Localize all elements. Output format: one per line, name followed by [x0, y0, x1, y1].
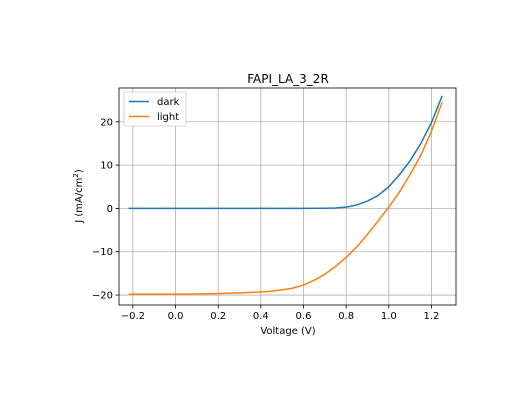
x-tick-label: 0.4: [253, 311, 269, 322]
x-tick-label: 0.0: [168, 311, 184, 322]
series-line-light: [128, 102, 443, 295]
axes-frame: [118, 87, 457, 306]
y-axis-label-superscript: 2: [72, 173, 80, 177]
legend-label-dark: dark: [157, 97, 180, 108]
x-tick-label: 1.0: [381, 311, 397, 322]
series-lines: [128, 95, 443, 295]
y-tick-label: −20: [92, 291, 113, 302]
x-tick-label: 0.6: [296, 311, 312, 322]
y-axis-label-close: ): [74, 169, 85, 173]
y-tick-label: 20: [100, 117, 113, 128]
x-axis-label: Voltage (V): [260, 326, 315, 337]
x-tick-label: 1.2: [424, 311, 440, 322]
y-tick-label: 10: [100, 161, 113, 172]
y-tick-label: −10: [92, 247, 113, 258]
x-axis-ticks: −0.2 0.0 0.2 0.4 0.6 0.8 1.0 1.2: [121, 305, 440, 322]
y-axis-label: J (mA/cm2): [72, 169, 85, 224]
y-tick-label: 0: [107, 204, 113, 215]
legend-label-light: light: [157, 112, 179, 123]
legend-box: [123, 91, 187, 127]
x-tick-label: 0.2: [210, 311, 226, 322]
y-axis-ticks: −20 −10 0 10 20: [92, 117, 119, 302]
y-axis-label-main: J (mA/cm: [74, 178, 85, 224]
legend: dark light: [123, 91, 187, 127]
chart-title: FAPI_LA_3_2R: [247, 72, 329, 86]
series-line-dark: [128, 95, 443, 210]
x-tick-label: −0.2: [121, 311, 145, 322]
x-tick-label: 0.8: [338, 311, 354, 322]
